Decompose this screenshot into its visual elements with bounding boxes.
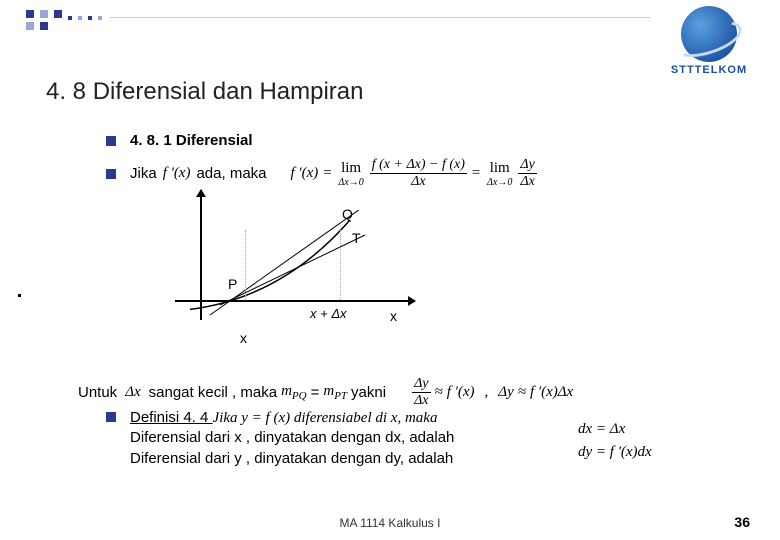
decor-sq: [68, 16, 72, 20]
logo: STTTELKOM: [668, 6, 750, 76]
lim-bot: Δx→0: [338, 177, 363, 188]
mid-text: sangat kecil , maka: [149, 384, 277, 401]
frac2-d: Δx: [518, 174, 536, 190]
header-decor: [0, 0, 780, 36]
eq-dy: dy = f '(x)dx: [578, 441, 652, 464]
label-x2: x: [390, 308, 397, 324]
def-lead: Definisi 4. 4: [130, 409, 213, 426]
mPQ: mPQ: [281, 383, 307, 402]
eq-sign: =: [311, 384, 320, 401]
fprime-inline: f '(x): [163, 165, 191, 182]
bullet-1-text: 4. 8. 1 Diferensial: [130, 132, 253, 149]
bullet-2-mid: ada, maka: [196, 165, 266, 182]
definition-row: Definisi 4. 4 Jika y = f (x) diferensiab…: [106, 408, 652, 469]
label-Q: Q: [342, 206, 353, 222]
curve-svg: [190, 210, 450, 320]
lim-top: lim: [338, 160, 363, 177]
stray-dot: [18, 294, 21, 297]
mPT: mPT: [323, 383, 347, 402]
decor-sq: [40, 10, 48, 18]
dx2: Δx: [412, 393, 430, 409]
fprime-dx: f '(x)Δx: [530, 384, 573, 401]
untuk: Untuk: [78, 384, 117, 401]
approx-sign: ≈: [435, 384, 443, 401]
tangent-diagram: P Q T x x x + Δx: [200, 200, 440, 340]
comma: ,: [485, 384, 489, 401]
drop-line-2: [340, 230, 341, 300]
label-P: P: [228, 276, 237, 292]
slide-title: 4. 8 Diferensial dan Hampiran: [46, 78, 364, 106]
page-number: 36: [734, 514, 750, 530]
frac-dy-dx: Δy Δx: [412, 376, 430, 409]
fprime2: f '(x): [447, 384, 475, 401]
decor-sq: [26, 10, 34, 18]
m1: m: [281, 383, 292, 399]
bullet-2: Jika f '(x) ada, maka f '(x) = lim Δx→0 …: [106, 157, 746, 190]
bullet-icon: [106, 169, 116, 179]
decor-line: [110, 17, 650, 18]
decor-sq: [40, 22, 48, 30]
approx-line: Untuk Δx sangat kecil , maka mPQ = mPT y…: [78, 376, 718, 409]
yakni: yakni: [351, 384, 386, 401]
logo-globe-icon: [681, 6, 737, 62]
lim-bot: Δx→0: [487, 177, 512, 188]
m2: m: [323, 383, 334, 399]
mf-lhs: f '(x): [291, 165, 319, 182]
eq-dx: dx = Δx: [578, 418, 652, 441]
bullet-icon: [106, 136, 116, 146]
dy2: Δy: [498, 384, 513, 401]
drop-line-1: [245, 230, 246, 300]
decor-sq: [54, 10, 62, 18]
def-body3: Diferensial dari y , dinyatakan dengan d…: [130, 450, 453, 467]
def-body2: Diferensial dari x , dinyatakan dengan d…: [130, 429, 454, 446]
main-formula: f '(x) = lim Δx→0 f (x + Δx) − f (x) Δx …: [291, 157, 537, 190]
frac1-n: f (x + Δx) − f (x): [370, 157, 467, 174]
decor-sq: [26, 22, 34, 30]
bullet-1: 4. 8. 1 Diferensial: [106, 132, 746, 149]
label-x1: x: [240, 330, 247, 346]
m1-sub: PQ: [292, 390, 307, 402]
frac1-d: Δx: [370, 174, 467, 190]
footer-text: MA 1114 Kalkulus I: [0, 516, 780, 530]
decor-sq: [98, 16, 102, 20]
frac2-n: Δy: [518, 157, 536, 174]
decor-sq: [88, 16, 92, 20]
limit-1: lim Δx→0: [338, 160, 363, 188]
approx-sign-2: ≈: [518, 384, 526, 401]
dx-sym: Δx: [125, 384, 140, 401]
logo-text: STTTELKOM: [668, 64, 750, 76]
def-body1: Jika y = f (x) diferensiabel di x, maka: [213, 410, 438, 426]
bullet-icon: [106, 412, 116, 422]
frac-2: Δy Δx: [518, 157, 536, 190]
m2-sub: PT: [334, 390, 347, 402]
frac-1: f (x + Δx) − f (x) Δx: [370, 157, 467, 190]
decor-sq: [78, 16, 82, 20]
lim-top: lim: [487, 160, 512, 177]
label-xdx: x + Δx: [310, 306, 347, 321]
limit-2: lim Δx→0: [487, 160, 512, 188]
definition-text: Definisi 4. 4 Jika y = f (x) diferensiab…: [130, 408, 560, 469]
bullet-2-pre: Jika: [130, 165, 157, 182]
label-T: T: [352, 230, 361, 246]
definition-equations: dx = Δx dy = f '(x)dx: [578, 418, 652, 469]
dy: Δy: [412, 376, 430, 393]
